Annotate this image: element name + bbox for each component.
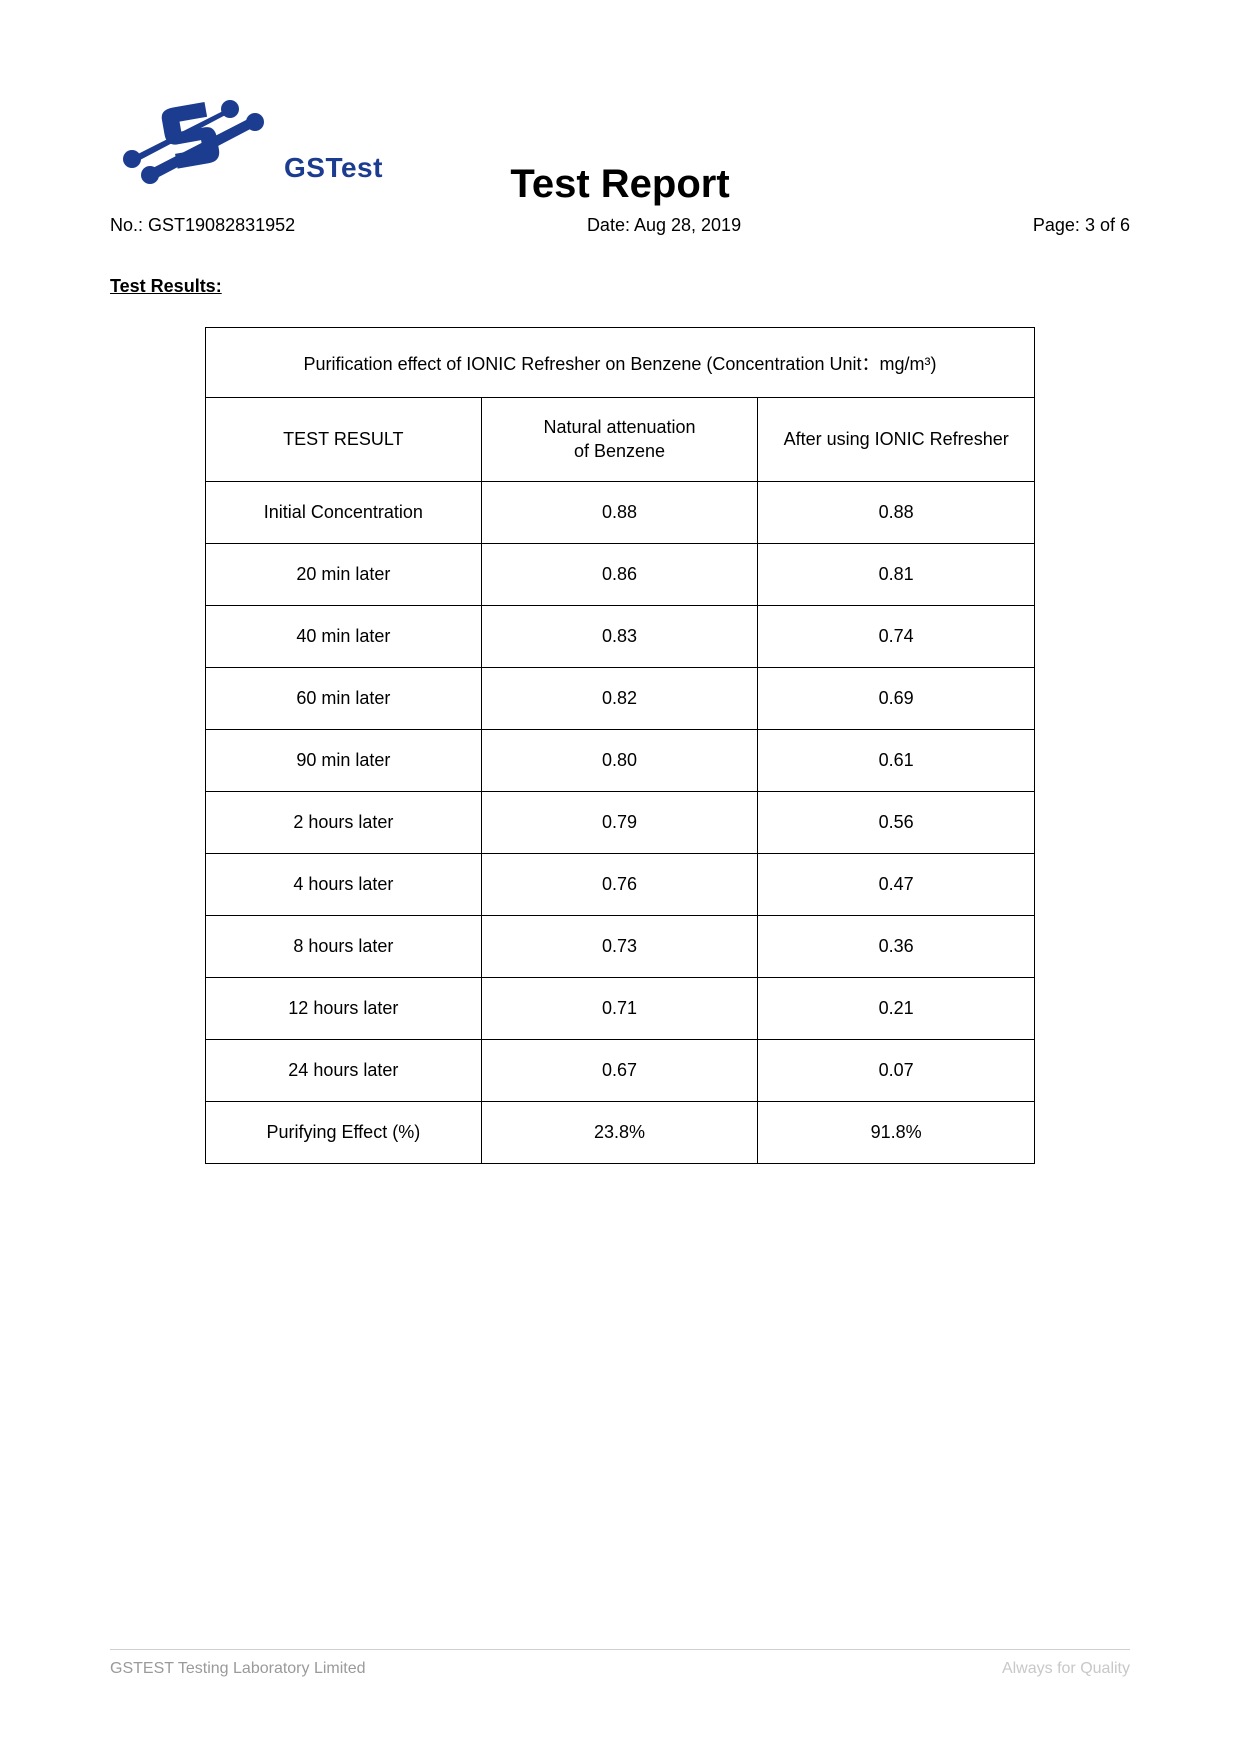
table-cell: 0.82 [481, 668, 758, 730]
table-cell: 12 hours later [206, 978, 482, 1040]
table-caption: Purification effect of IONIC Refresher o… [206, 328, 1035, 398]
report-number: No.: GST19082831952 [110, 215, 295, 236]
table-cell: 0.83 [481, 606, 758, 668]
table-cell: 0.86 [481, 544, 758, 606]
table-cell: 0.21 [758, 978, 1035, 1040]
report-no-value: GST19082831952 [148, 215, 295, 235]
column-header: Natural attenuation of Benzene [481, 398, 758, 482]
table-row: 8 hours later0.730.36 [206, 916, 1035, 978]
table-cell: 0.67 [481, 1040, 758, 1102]
table-cell: 20 min later [206, 544, 482, 606]
footer-divider [110, 1649, 1130, 1650]
table-cell: 0.73 [481, 916, 758, 978]
column-header: After using IONIC Refresher [758, 398, 1035, 482]
table-cell: Purifying Effect (%) [206, 1102, 482, 1164]
logo-text: GSTest [284, 152, 383, 184]
table-row: 12 hours later0.710.21 [206, 978, 1035, 1040]
table-cell: 0.76 [481, 854, 758, 916]
logo-icon [110, 80, 280, 190]
table-cell: 23.8% [481, 1102, 758, 1164]
table-cell: 8 hours later [206, 916, 482, 978]
table-cell: 0.56 [758, 792, 1035, 854]
table-cell: Initial Concentration [206, 482, 482, 544]
table-cell: 0.88 [758, 482, 1035, 544]
table-row: 24 hours later0.670.07 [206, 1040, 1035, 1102]
table-cell: 4 hours later [206, 854, 482, 916]
table-cell: 0.80 [481, 730, 758, 792]
table-cell: 0.07 [758, 1040, 1035, 1102]
date-value: Aug 28, 2019 [634, 215, 741, 235]
results-table: Purification effect of IONIC Refresher o… [205, 327, 1035, 1164]
table-cell: 0.47 [758, 854, 1035, 916]
table-header-row: TEST RESULT Natural attenuation of Benzen… [206, 398, 1035, 482]
table-row: 40 min later0.830.74 [206, 606, 1035, 668]
table-cell: 91.8% [758, 1102, 1035, 1164]
table-row: 90 min later0.800.61 [206, 730, 1035, 792]
report-no-label: No.: [110, 215, 143, 235]
table-cell: 2 hours later [206, 792, 482, 854]
column-header-line1: Natural attenuation [543, 417, 695, 437]
table-cell: 90 min later [206, 730, 482, 792]
table-cell: 0.81 [758, 544, 1035, 606]
table-row: 4 hours later0.760.47 [206, 854, 1035, 916]
table-cell: 0.69 [758, 668, 1035, 730]
date-label: Date: [587, 215, 630, 235]
table-cell: 0.74 [758, 606, 1035, 668]
table-cell: 0.88 [481, 482, 758, 544]
table-cell: 0.36 [758, 916, 1035, 978]
table-cell: 60 min later [206, 668, 482, 730]
table-cell: 40 min later [206, 606, 482, 668]
table-caption-row: Purification effect of IONIC Refresher o… [206, 328, 1035, 398]
table-cell: 0.79 [481, 792, 758, 854]
table-cell: 24 hours later [206, 1040, 482, 1102]
table-row: 60 min later0.820.69 [206, 668, 1035, 730]
page-value: 3 of 6 [1085, 215, 1130, 235]
page-label: Page: [1033, 215, 1080, 235]
report-date: Date: Aug 28, 2019 [587, 215, 741, 236]
table-row: 20 min later0.860.81 [206, 544, 1035, 606]
report-meta: No.: GST19082831952 Date: Aug 28, 2019 P… [110, 215, 1130, 236]
footer-tagline: Always for Quality [1002, 1660, 1130, 1678]
column-header-line2: of Benzene [574, 441, 665, 461]
table-cell: 0.61 [758, 730, 1035, 792]
column-header: TEST RESULT [206, 398, 482, 482]
footer-company: GSTEST Testing Laboratory Limited [110, 1660, 366, 1678]
report-page: Page: 3 of 6 [1033, 215, 1130, 236]
page-footer: GSTEST Testing Laboratory Limited Always… [110, 1649, 1130, 1678]
table-cell: 0.71 [481, 978, 758, 1040]
table-row: Initial Concentration0.880.88 [206, 482, 1035, 544]
section-heading: Test Results: [110, 276, 1130, 297]
table-row: 2 hours later0.790.56 [206, 792, 1035, 854]
table-row: Purifying Effect (%)23.8%91.8% [206, 1102, 1035, 1164]
